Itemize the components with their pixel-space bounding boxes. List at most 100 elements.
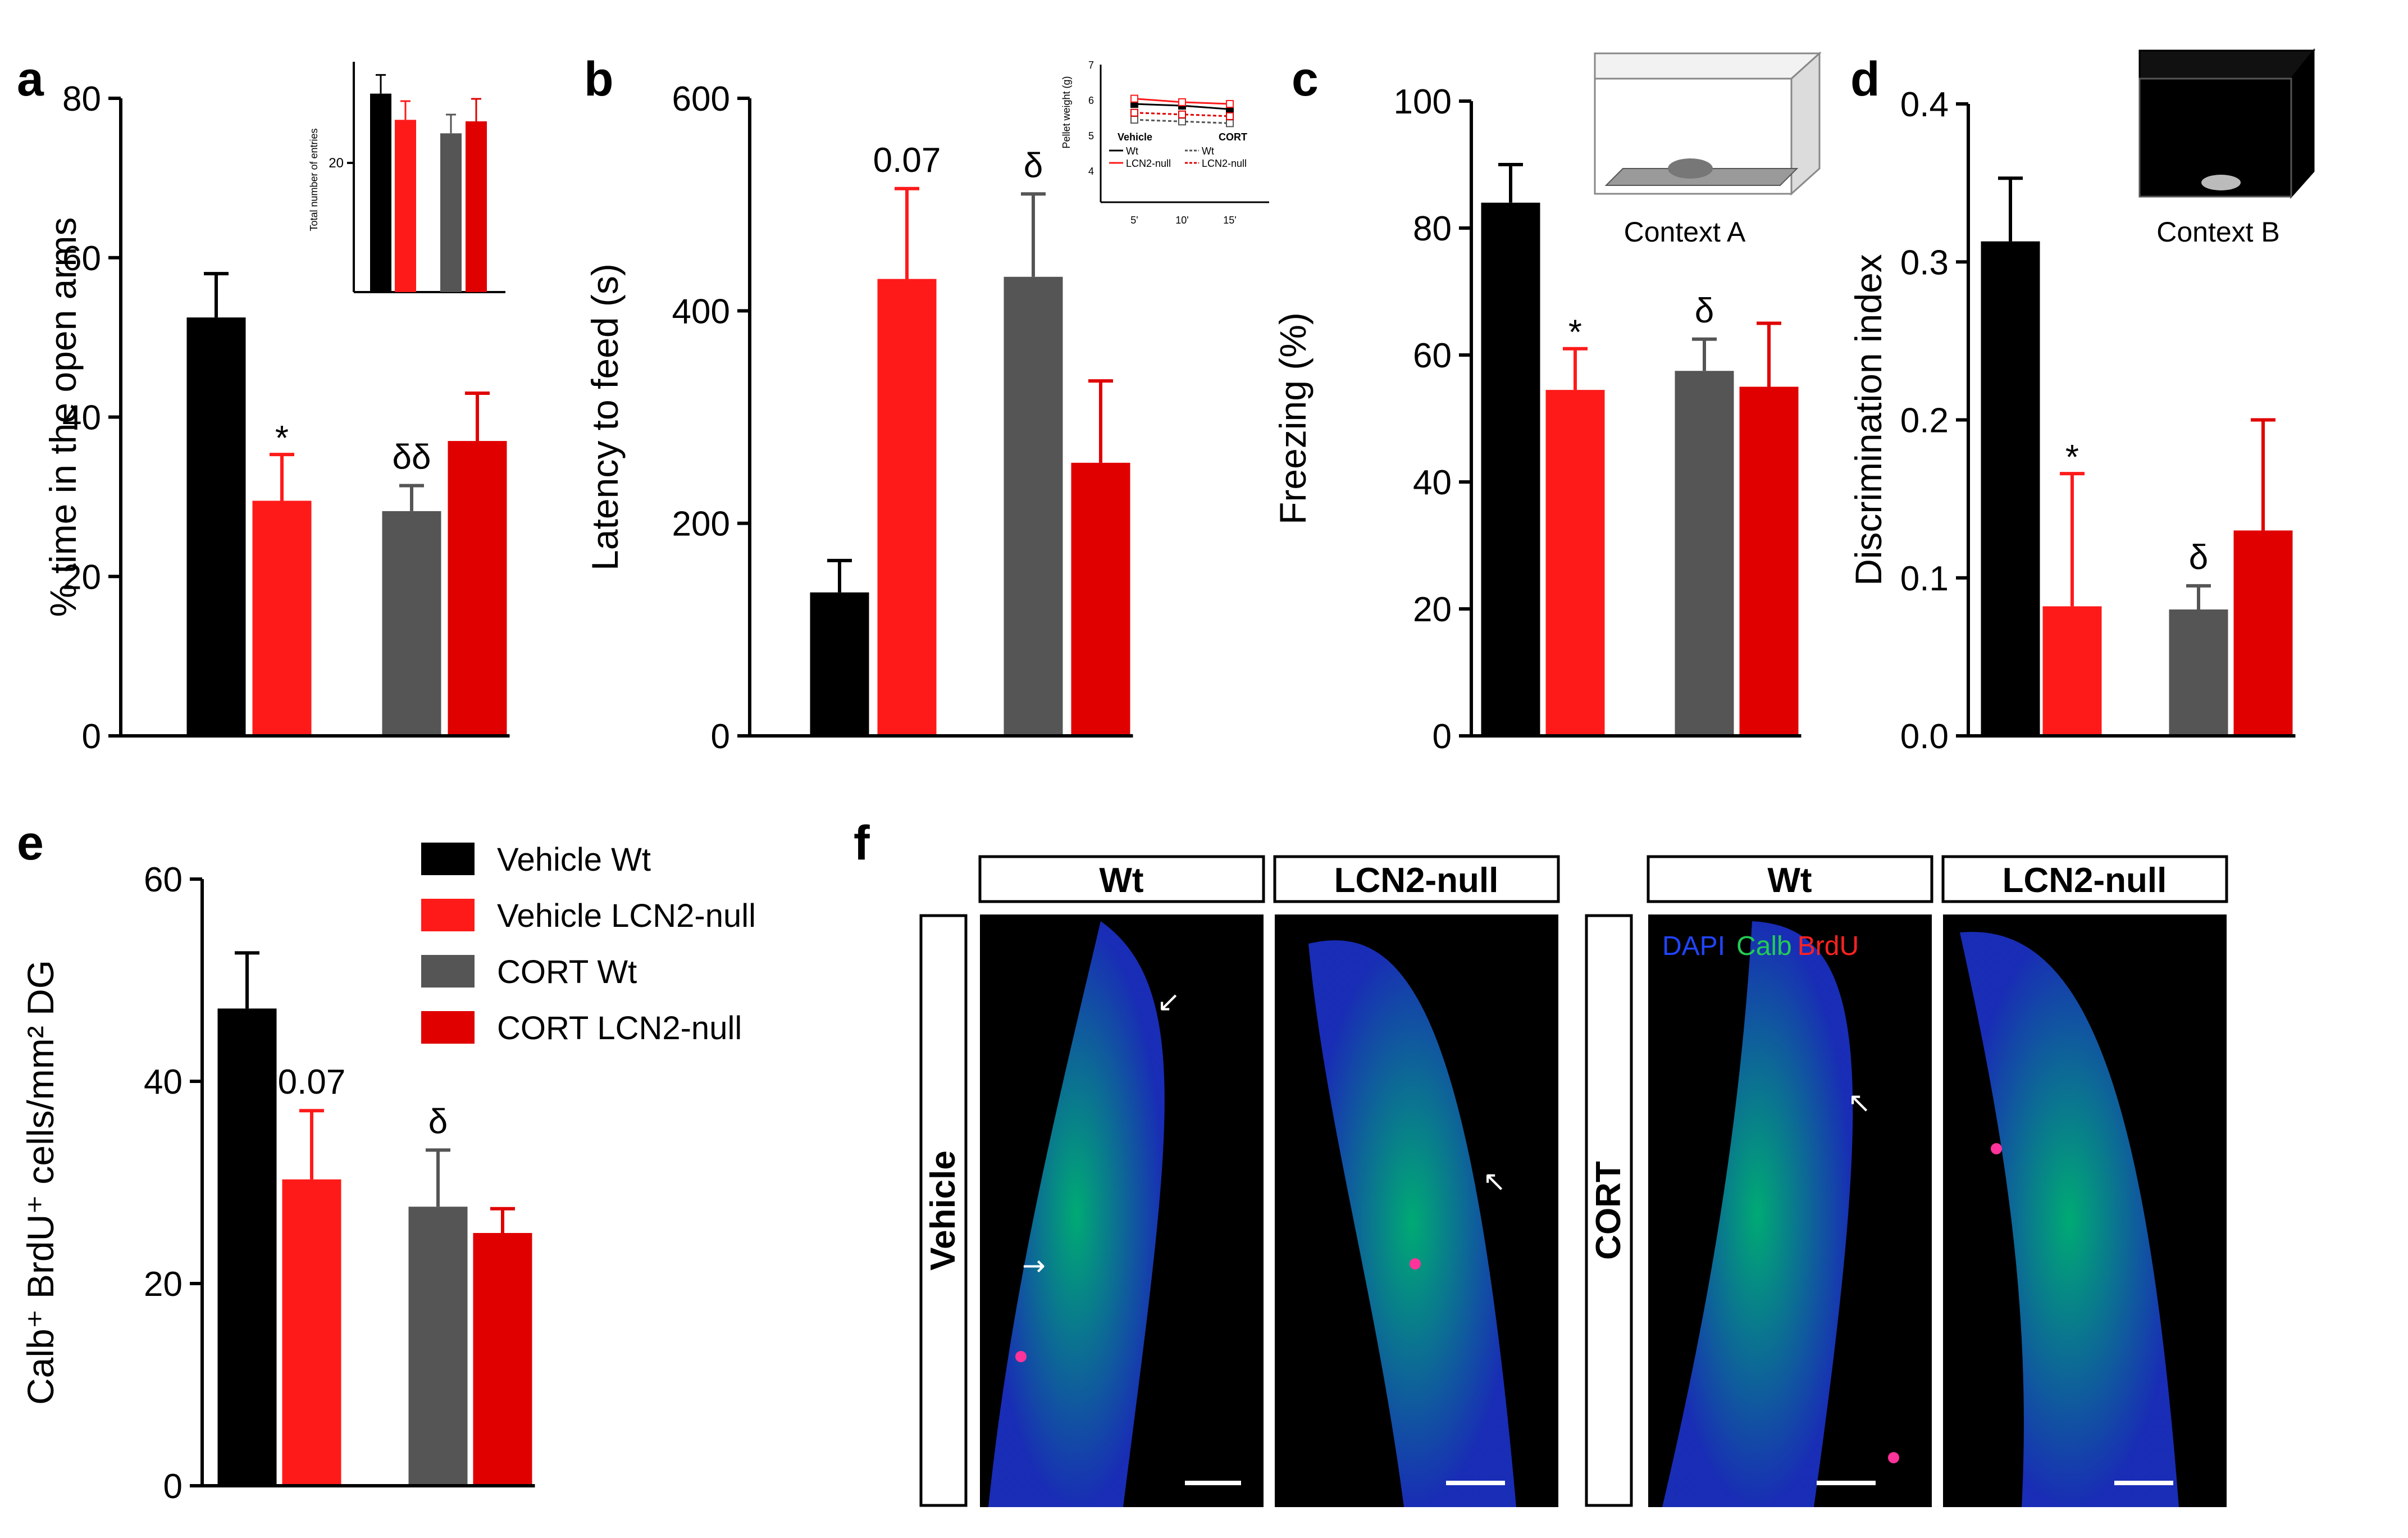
inset-b-leg-null-2: LCN2-null: [1202, 158, 1247, 169]
chart-e: 0 20 40 60 Calb⁺ BrdU⁺ cells/mm² DG 0.07 δ: [20, 861, 535, 1506]
micrograph-cort-null: [1943, 914, 2227, 1507]
inset-b-cort: CORT: [1219, 131, 1247, 143]
ctx-b-mouse: [2201, 175, 2241, 190]
annotation-e-1: 0.07: [278, 1063, 346, 1102]
y-tick-label-b: 0: [711, 717, 730, 756]
y-tick-label-e: 20: [144, 1265, 183, 1304]
bar-d-0: [1981, 241, 2040, 736]
y-axis-label-c: Freezing (%): [1272, 312, 1314, 525]
chart-d: 0.0 0.1 0.2 0.3 0.4 Discrimination index * δ: [1848, 85, 2296, 756]
stain-brdu: BrdU: [1798, 931, 1859, 961]
brdu-cell: [1991, 1143, 2002, 1154]
ctx-b-top: [2138, 49, 2316, 80]
row-label-box-cort: [1585, 914, 1633, 1507]
y-tick-label-a: 60: [62, 239, 101, 278]
legend-label-veh-wt: Vehicle Wt: [497, 841, 651, 878]
context-a-label: Context A: [1624, 216, 1746, 248]
annotation-c-2: δ: [1695, 292, 1714, 330]
bar-d-1: [2042, 606, 2102, 736]
y-tick-label-d: 0.1: [1900, 559, 1949, 598]
inset-b-lines: [1130, 94, 1234, 128]
stain-calb: Calb: [1736, 931, 1792, 961]
inset-b: 7 6 5 4 Pellet weight (g) 5' 10' 15' Veh…: [1061, 60, 1269, 226]
y-tick-label-b: 400: [672, 292, 730, 331]
bar-e-1: [282, 1179, 341, 1486]
granule-layer-3: [1662, 921, 1853, 1507]
granule-layer-2: [1308, 940, 1516, 1507]
bar-e-3: [473, 1233, 532, 1486]
inset-a-bar-2: [440, 133, 462, 293]
inset-a-bar-1: [395, 120, 416, 293]
arrow-icon: ↖: [1483, 1165, 1506, 1198]
y-tick-label-a: 40: [62, 399, 101, 438]
y-tick-label-d: 0.3: [1900, 243, 1949, 282]
inset-b-ytick-4: 4: [1088, 166, 1094, 177]
y-axis-label-e: Calb⁺ BrdU⁺ cells/mm² DG: [20, 960, 61, 1405]
context-a-box-illustration: Context A: [1594, 51, 1822, 248]
chart-b: 0 200 400 600 Latency to feed (s) 0.07 δ: [584, 80, 1133, 756]
ctx-a-mouse: [1668, 158, 1713, 179]
y-tick-label-c: 80: [1413, 210, 1452, 248]
granule-layer-4: [1960, 931, 2179, 1507]
legend-swatch-veh-wt: [421, 843, 475, 875]
annotation-a-1: *: [275, 419, 289, 458]
y-tick-label-b: 200: [672, 505, 730, 544]
panel-label-e: e: [17, 816, 44, 870]
legend-label-cort-ko: CORT LCN2-null: [497, 1010, 742, 1046]
panel-f: Wt LCN2-null Wt LCN2-null Vehicle CORT ↙…: [919, 855, 2228, 1507]
context-b-box-illustration: Context B: [2138, 48, 2316, 248]
y-tick-label-c: 60: [1413, 336, 1452, 375]
annotation-b-1: 0.07: [873, 141, 941, 180]
bar-e-2: [408, 1207, 468, 1486]
inset-b-leg-wt-1: Wt: [1126, 145, 1138, 157]
y-tick-label-a: 20: [62, 558, 101, 597]
y-tick-label-b: 600: [672, 80, 730, 119]
y-tick-label-e: 60: [144, 861, 183, 899]
bar-d-2: [2169, 609, 2228, 736]
col-header-box-2: [1273, 855, 1560, 903]
panel-label-a: a: [17, 52, 44, 106]
y-axis-label-d: Discrimination index: [1848, 254, 1889, 586]
ctx-a-front: [1594, 78, 1793, 195]
bar-b-3: [1071, 462, 1130, 736]
brdu-cell: [1888, 1452, 1899, 1463]
brdu-cell: [1015, 1351, 1027, 1362]
inset-b-point-3-1: [1178, 110, 1186, 119]
granule-layer-1: [988, 921, 1165, 1507]
col-header-box-1: [978, 855, 1265, 903]
bar-a-2: [382, 511, 441, 736]
chart-c: 0 20 40 60 80 100 Freezing (%) * δ: [1272, 83, 1802, 756]
inset-a-bar-3: [466, 121, 487, 292]
context-b-label: Context B: [2156, 216, 2280, 248]
brdu-cell: [1410, 1258, 1421, 1269]
y-tick-label-c: 100: [1394, 83, 1452, 121]
arrow-icon: ↖: [1848, 1086, 1871, 1119]
inset-b-ytick-6: 6: [1088, 95, 1094, 106]
col-header-4: LCN2-null: [2003, 861, 2167, 900]
bar-a-3: [448, 441, 507, 736]
arrow-icon: →: [1022, 1249, 1046, 1282]
col-header-2: LCN2-null: [1334, 861, 1499, 900]
annotation-d-2: δ: [2189, 538, 2209, 577]
y-tick-label-e: 0: [163, 1467, 183, 1506]
y-tick-label-a: 80: [62, 80, 101, 119]
micrograph-cort-wt: ↖ DAPI Calb BrdU: [1648, 914, 1932, 1507]
y-tick-label-c: 40: [1413, 463, 1452, 502]
inset-b-ylabel: Pellet weight (g): [1061, 76, 1072, 148]
chart-a: 0 20 40 60 80 % time in the open arms * δδ: [42, 80, 510, 756]
y-tick-label-a: 0: [82, 717, 101, 756]
bar-d-3: [2233, 530, 2293, 736]
inset-b-point-3-0: [1130, 108, 1138, 117]
micrograph-vehicle-wt: ↙ →: [980, 914, 1264, 1507]
stain-legend: DAPI Calb BrdU: [1662, 931, 1859, 961]
bar-b-0: [810, 592, 869, 736]
inset-a-ylabel: Total number of entries: [308, 128, 320, 231]
inset-b-point-2-2: [1226, 119, 1234, 128]
annotation-e-2: δ: [428, 1102, 448, 1141]
inset-b-ytick-5: 5: [1088, 130, 1094, 142]
col-header-box-3: [1647, 855, 1933, 903]
y-tick-label-d: 0.0: [1900, 717, 1949, 756]
inset-a-bar-0: [370, 93, 391, 292]
bar-a-0: [186, 317, 246, 736]
y-tick-label-e: 40: [144, 1063, 183, 1102]
